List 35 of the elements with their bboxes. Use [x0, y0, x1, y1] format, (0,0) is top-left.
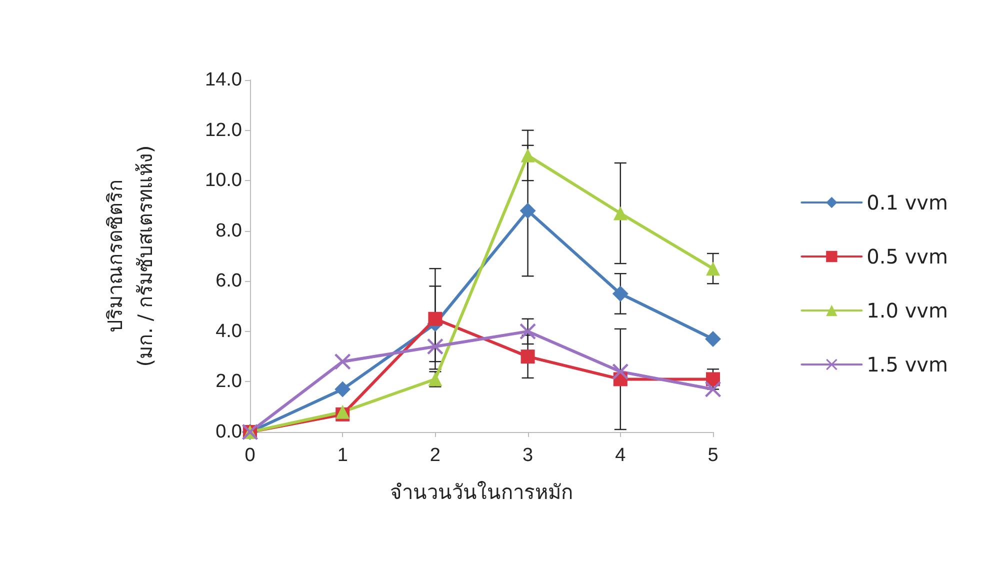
point — [612, 286, 628, 302]
x-tick-label: 3 — [522, 445, 534, 466]
point — [336, 404, 350, 419]
point — [427, 338, 444, 355]
y-tick-label: 8.0 — [216, 220, 242, 242]
point — [612, 364, 628, 380]
point — [520, 148, 535, 162]
x-tick-label: 4 — [615, 445, 626, 466]
legend-label: 0.5 vvm — [866, 244, 948, 268]
point — [334, 354, 351, 370]
point — [705, 330, 721, 347]
y-axis-title: ปริมาณกรดซิตริก (มก. / กรัมซับสเตรทแห้ง) — [103, 145, 157, 367]
x-axis-title: จำนวนวันในการหมัก — [390, 480, 573, 504]
point — [520, 350, 535, 364]
y-tick-label: 4.0 — [216, 320, 242, 342]
point — [520, 323, 536, 340]
point — [613, 206, 628, 220]
y-tick-label: 14.0 — [205, 70, 242, 90]
x-tick-label: 1 — [337, 445, 348, 466]
y-tick-label: 2.0 — [216, 371, 242, 392]
point — [520, 202, 536, 219]
point — [705, 381, 721, 398]
y-tick-label: 12.0 — [205, 120, 242, 141]
legend-label: 1.5 vvm — [866, 352, 948, 376]
x-tick-label: 5 — [708, 445, 718, 466]
legend-label: 0.1 vvm — [866, 190, 948, 214]
point — [428, 312, 442, 326]
x-tick-label: 0 — [244, 445, 256, 466]
y-tick-label: 6.0 — [216, 270, 242, 292]
x-tick-label: 2 — [430, 445, 440, 466]
legend-label: 1.0 vvm — [866, 298, 948, 322]
y-tick-label: 10.0 — [205, 170, 242, 192]
point — [334, 381, 351, 398]
point — [706, 262, 720, 276]
y-tick-label: 0.0 — [216, 422, 242, 442]
